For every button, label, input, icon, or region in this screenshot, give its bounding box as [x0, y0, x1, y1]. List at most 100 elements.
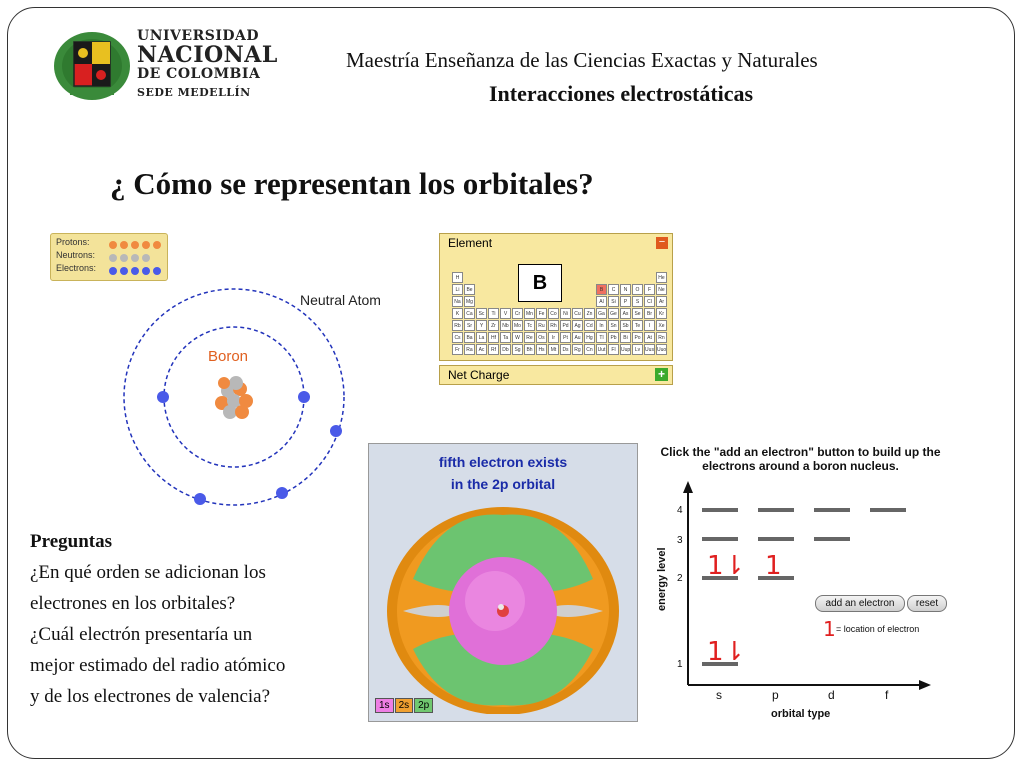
element-cell-Si[interactable]: Si [608, 296, 619, 307]
element-cell-Uut[interactable]: Uut [596, 344, 607, 355]
element-cell-Mt[interactable]: Mt [548, 344, 559, 355]
element-cell-V[interactable]: V [500, 308, 511, 319]
element-cell-Ru[interactable]: Ru [536, 320, 547, 331]
orbital-f-label: f [885, 688, 889, 702]
element-cell-Ar[interactable]: Ar [656, 296, 667, 307]
element-cell-Sb[interactable]: Sb [620, 320, 631, 331]
element-cell-Be[interactable]: Be [464, 284, 475, 295]
element-cell-Br[interactable]: Br [644, 308, 655, 319]
element-cell-Se[interactable]: Se [632, 308, 643, 319]
element-cell-Cs[interactable]: Cs [452, 332, 463, 343]
element-cell-Ni[interactable]: Ni [560, 308, 571, 319]
element-cell-Fe[interactable]: Fe [536, 308, 547, 319]
element-cell-Cd[interactable]: Cd [584, 320, 595, 331]
element-cell-Mo[interactable]: Mo [512, 320, 523, 331]
element-cell-Rb[interactable]: Rb [452, 320, 463, 331]
element-cell-Uup[interactable]: Uup [620, 344, 631, 355]
element-cell-Co[interactable]: Co [548, 308, 559, 319]
element-cell-N[interactable]: N [620, 284, 631, 295]
element-cell-Lv[interactable]: Lv [632, 344, 643, 355]
element-cell-Cn[interactable]: Cn [584, 344, 595, 355]
element-cell-Ra[interactable]: Ra [464, 344, 475, 355]
element-cell-Zr[interactable]: Zr [488, 320, 499, 331]
element-cell-Uus[interactable]: Uus [644, 344, 655, 355]
element-cell-Ir[interactable]: Ir [548, 332, 559, 343]
element-cell-He[interactable]: He [656, 272, 667, 283]
expand-button[interactable]: + [655, 368, 668, 381]
element-cell-Ti[interactable]: Ti [488, 308, 499, 319]
add-electron-button[interactable]: add an electron [815, 595, 905, 612]
net-charge-panel[interactable]: Net Charge + [439, 365, 673, 385]
element-cell-Ne[interactable]: Ne [656, 284, 667, 295]
element-cell-Ga[interactable]: Ga [596, 308, 607, 319]
element-cell-Na[interactable]: Na [452, 296, 463, 307]
element-cell-In[interactable]: In [596, 320, 607, 331]
element-cell-As[interactable]: As [620, 308, 631, 319]
element-cell-Rh[interactable]: Rh [548, 320, 559, 331]
element-cell-Rf[interactable]: Rf [488, 344, 499, 355]
element-cell-Uuo[interactable]: Uuo [656, 344, 667, 355]
element-cell-Ds[interactable]: Ds [560, 344, 571, 355]
element-cell-Kr[interactable]: Kr [656, 308, 667, 319]
collapse-button[interactable]: − [656, 237, 668, 249]
element-cell-W[interactable]: W [512, 332, 523, 343]
element-cell-Hf[interactable]: Hf [488, 332, 499, 343]
element-cell-Hg[interactable]: Hg [584, 332, 595, 343]
element-cell-Fr[interactable]: Fr [452, 344, 463, 355]
element-cell-Au[interactable]: Au [572, 332, 583, 343]
element-cell-La[interactable]: La [476, 332, 487, 343]
element-cell-Xe[interactable]: Xe [656, 320, 667, 331]
element-cell-Tc[interactable]: Tc [524, 320, 535, 331]
element-cell-Pd[interactable]: Pd [560, 320, 571, 331]
element-cell-Sc[interactable]: Sc [476, 308, 487, 319]
element-cell-O[interactable]: O [632, 284, 643, 295]
element-cell-C[interactable]: C [608, 284, 619, 295]
element-cell-Cl[interactable]: Cl [644, 296, 655, 307]
element-cell-Nb[interactable]: Nb [500, 320, 511, 331]
element-cell-Ag[interactable]: Ag [572, 320, 583, 331]
question-line: electrones en los orbitales? [30, 593, 236, 614]
element-cell-Pt[interactable]: Pt [560, 332, 571, 343]
element-cell-Os[interactable]: Os [536, 332, 547, 343]
element-cell-Bi[interactable]: Bi [620, 332, 631, 343]
element-cell-Al[interactable]: Al [596, 296, 607, 307]
element-cell-I[interactable]: I [644, 320, 655, 331]
element-cell-Ge[interactable]: Ge [608, 308, 619, 319]
element-cell-Sn[interactable]: Sn [608, 320, 619, 331]
element-cell-Mg[interactable]: Mg [464, 296, 475, 307]
element-cell-P[interactable]: P [620, 296, 631, 307]
element-cell-Fl[interactable]: Fl [608, 344, 619, 355]
element-cell-H[interactable]: H [452, 272, 463, 283]
element-cell-S[interactable]: S [632, 296, 643, 307]
element-cell-Zn[interactable]: Zn [584, 308, 595, 319]
element-cell-Rg[interactable]: Rg [572, 344, 583, 355]
element-cell-Mn[interactable]: Mn [524, 308, 535, 319]
element-cell-Db[interactable]: Db [500, 344, 511, 355]
element-cell-Ca[interactable]: Ca [464, 308, 475, 319]
element-cell-Cr[interactable]: Cr [512, 308, 523, 319]
element-cell-Ba[interactable]: Ba [464, 332, 475, 343]
element-cell-Tl[interactable]: Tl [596, 332, 607, 343]
legend-particle-dot [142, 241, 150, 249]
element-cell-Y[interactable]: Y [476, 320, 487, 331]
element-cell-Re[interactable]: Re [524, 332, 535, 343]
element-cell-Ta[interactable]: Ta [500, 332, 511, 343]
element-cell-At[interactable]: At [644, 332, 655, 343]
element-cell-Sg[interactable]: Sg [512, 344, 523, 355]
reset-button[interactable]: reset [907, 595, 947, 612]
element-cell-F[interactable]: F [644, 284, 655, 295]
element-cell-Hs[interactable]: Hs [536, 344, 547, 355]
element-cell-Li[interactable]: Li [452, 284, 463, 295]
element-cell-B[interactable]: B [596, 284, 607, 295]
orbital-tags: 1s 2s 2p [375, 698, 434, 713]
element-cell-Rn[interactable]: Rn [656, 332, 667, 343]
element-cell-Te[interactable]: Te [632, 320, 643, 331]
element-cell-K[interactable]: K [452, 308, 463, 319]
element-cell-Ac[interactable]: Ac [476, 344, 487, 355]
element-cell-Bh[interactable]: Bh [524, 344, 535, 355]
element-cell-Po[interactable]: Po [632, 332, 643, 343]
element-cell-Cu[interactable]: Cu [572, 308, 583, 319]
outer-orbit [123, 288, 345, 506]
element-cell-Sr[interactable]: Sr [464, 320, 475, 331]
element-cell-Pb[interactable]: Pb [608, 332, 619, 343]
